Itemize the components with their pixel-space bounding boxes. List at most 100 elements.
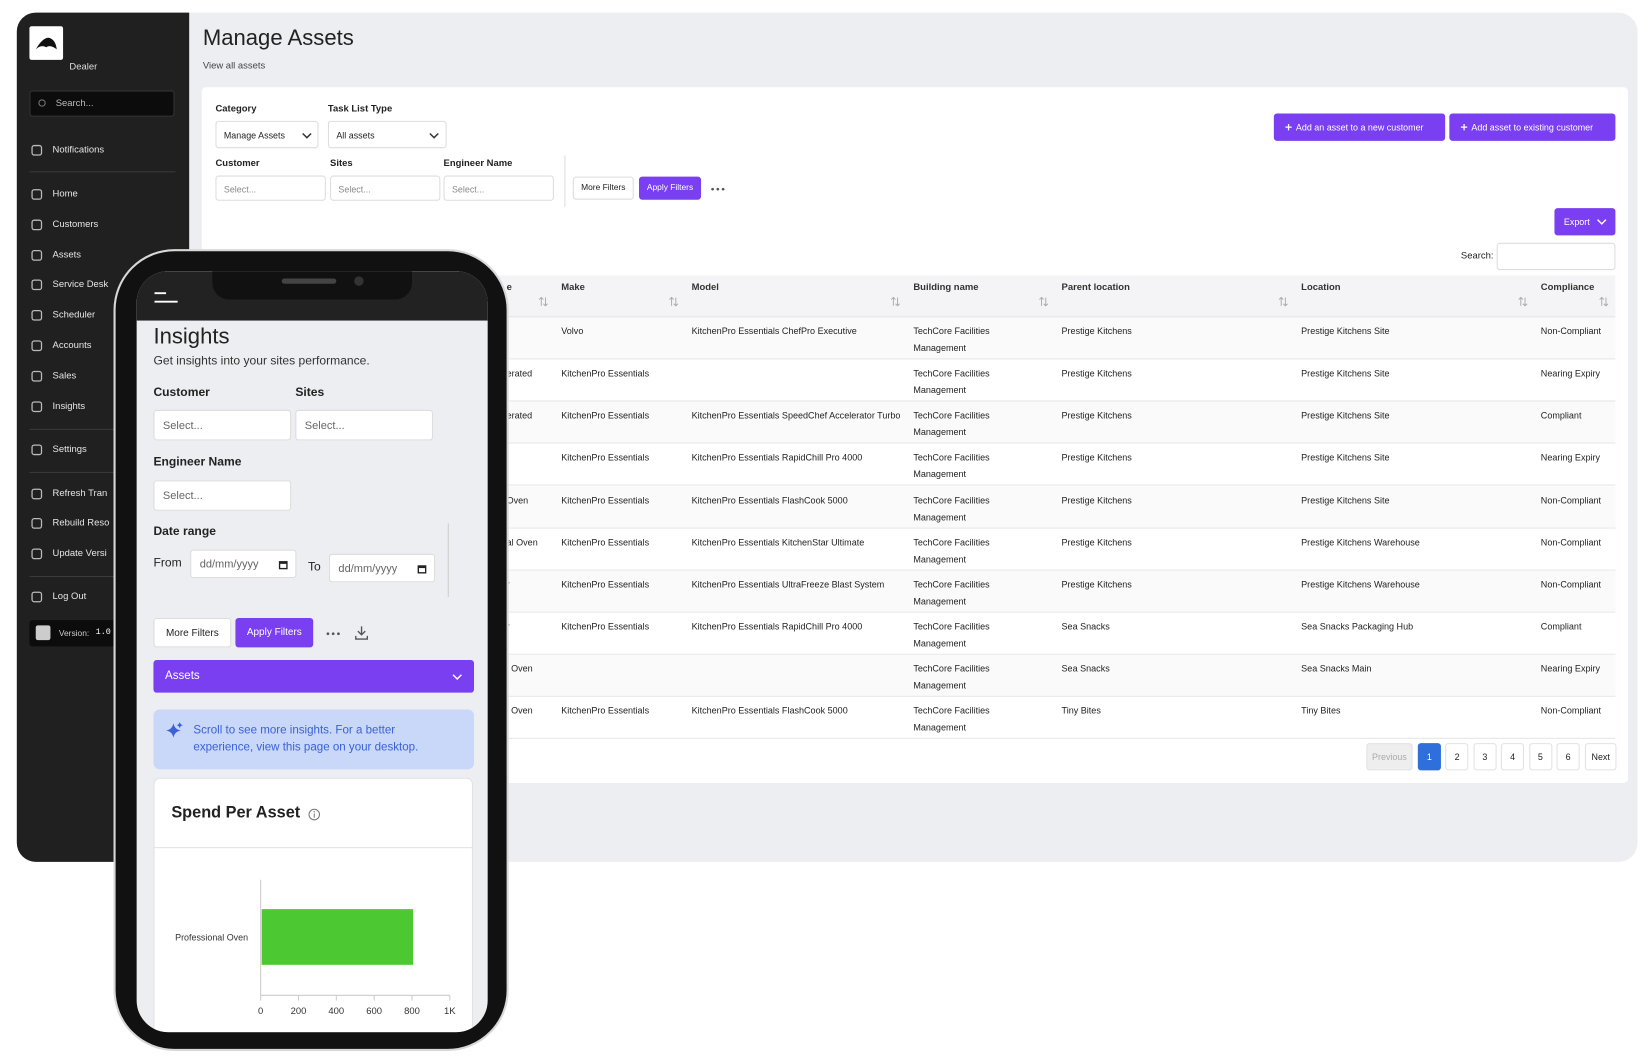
nav-item[interactable]: Assets: [52, 249, 81, 260]
table-search[interactable]: [1496, 242, 1616, 271]
select-value: All assets: [336, 130, 375, 141]
filter-label: Task List Type: [327, 102, 393, 114]
more-icon: [326, 632, 340, 636]
column-header[interactable]: Compliance: [1540, 281, 1595, 293]
dropdown[interactable]: Assets: [153, 660, 475, 693]
page-label: Previous: [1372, 751, 1407, 762]
filter-label: Category: [215, 102, 257, 114]
select[interactable]: Manage Assets: [215, 120, 319, 149]
page-subtitle: View all assets: [202, 59, 266, 71]
nav-icon: [31, 548, 43, 560]
page-button[interactable]: 6: [1556, 743, 1580, 771]
nav-item[interactable]: Home: [52, 188, 78, 199]
input[interactable]: Select...: [295, 409, 434, 441]
input-placeholder: dd/mm/yyyy: [338, 561, 398, 575]
table-cell: Sea Snacks: [1061, 621, 1110, 632]
nav-separator: [29, 428, 176, 430]
filter-label: Engineer Name: [153, 456, 242, 469]
nav-separator: [29, 575, 176, 578]
input[interactable]: dd/mm/yyyy: [190, 549, 297, 579]
page-button[interactable]: 2: [1445, 743, 1469, 771]
input[interactable]: dd/mm/yyyy: [328, 553, 436, 583]
nav-item[interactable]: Scheduler: [52, 308, 96, 320]
nav-item[interactable]: Settings: [52, 443, 87, 455]
input[interactable]: Select...: [153, 409, 292, 441]
nav-icon: [31, 370, 43, 382]
x-tick-label: 400: [328, 1006, 344, 1017]
button[interactable]: Add an asset to a new customer: [1273, 113, 1446, 141]
table-cell: r: [507, 618, 557, 635]
select[interactable]: Select...: [443, 175, 554, 201]
input-placeholder: Select...: [162, 418, 203, 432]
table-cell: KitchenPro Essentials RapidChill Pro 400…: [691, 621, 863, 632]
table-cell: l Oven: [506, 705, 533, 717]
search-box[interactable]: [29, 90, 175, 117]
table-cell: erated: [506, 368, 533, 379]
search-label: Search:: [1460, 250, 1494, 261]
table-cell: KitchenPro Essentials FlashCook 5000: [691, 705, 848, 717]
phone-subtitle: Get insights into your sites performance…: [153, 355, 370, 368]
table-cell: Prestige Kitchens Site: [1301, 410, 1390, 421]
column-header[interactable]: Location: [1301, 281, 1341, 293]
button-label: Add asset to existing customer: [1471, 121, 1594, 133]
nav-item[interactable]: Customers: [52, 218, 99, 230]
table-cell: KitchenPro Essentials: [561, 410, 650, 421]
page-button[interactable]: 5: [1528, 743, 1552, 771]
speaker: [281, 278, 337, 284]
plus-icon: [1460, 124, 1468, 131]
button[interactable]: Add asset to existing customer: [1449, 113, 1616, 141]
nav-item[interactable]: Insights: [52, 400, 86, 411]
page-button[interactable]: 3: [1473, 743, 1497, 771]
column-header[interactable]: Building name: [913, 281, 979, 293]
button[interactable]: Apply Filters: [235, 617, 314, 648]
column-header[interactable]: e: [506, 281, 512, 293]
page-button[interactable]: 1: [1417, 743, 1441, 771]
table-cell: KitchenPro Essentials UltraFreeze Blast …: [691, 578, 885, 590]
table-cell: KitchenPro Essentials: [561, 536, 650, 548]
nav-item[interactable]: Update Versi: [52, 547, 107, 559]
table-cell: al Oven: [506, 536, 538, 548]
nav-icon: [31, 518, 43, 529]
button-label: More Filters: [581, 182, 626, 193]
button[interactable]: Export: [1554, 208, 1616, 236]
nav-item[interactable]: Notifications: [52, 143, 105, 155]
column-header[interactable]: Parent location: [1061, 281, 1130, 293]
select[interactable]: Select...: [330, 175, 441, 201]
sort-icon: [1278, 296, 1288, 307]
nav-item[interactable]: Rebuild Reso: [52, 517, 110, 528]
table-cell: Non-Compliant: [1540, 705, 1602, 717]
nav-item[interactable]: Accounts: [52, 339, 92, 350]
table-cell: KitchenPro Essentials: [561, 578, 650, 590]
select[interactable]: Select...: [215, 175, 326, 201]
download-icon: [355, 626, 369, 640]
divider: [447, 523, 449, 597]
page-button[interactable]: Next: [1584, 743, 1617, 771]
calendar-icon: [278, 561, 288, 570]
button[interactable]: More Filters: [572, 176, 634, 200]
input[interactable]: Select...: [153, 480, 292, 511]
column-header[interactable]: Model: [691, 281, 719, 293]
button[interactable]: More Filters: [153, 617, 232, 648]
nav-icon: [31, 401, 43, 413]
button[interactable]: Apply Filters: [639, 176, 702, 200]
dropdown-label: Assets: [165, 669, 200, 683]
table-cell: TechCore Facilities Management: [913, 578, 990, 607]
card-divider: [154, 847, 472, 849]
nav-item[interactable]: Log Out: [52, 590, 87, 602]
notch: [212, 271, 412, 300]
table-cell: Nearing Expiry: [1540, 452, 1601, 463]
column-header[interactable]: Make: [561, 281, 585, 293]
nav-item[interactable]: Service Desk: [52, 278, 109, 290]
select[interactable]: All assets: [327, 120, 447, 149]
table-cell: Tiny Bites: [1061, 705, 1101, 717]
nav-icon: [31, 444, 43, 456]
nav-item[interactable]: Sales: [52, 369, 77, 381]
filter-label: Sites: [330, 157, 353, 169]
table-cell: Prestige Kitchens: [1061, 325, 1132, 337]
chevron-icon: [302, 132, 312, 139]
page-button[interactable]: 4: [1501, 743, 1525, 771]
nav-item[interactable]: Refresh Tran: [52, 487, 108, 499]
table-cell: KitchenPro Essentials FlashCook 5000: [691, 494, 848, 506]
